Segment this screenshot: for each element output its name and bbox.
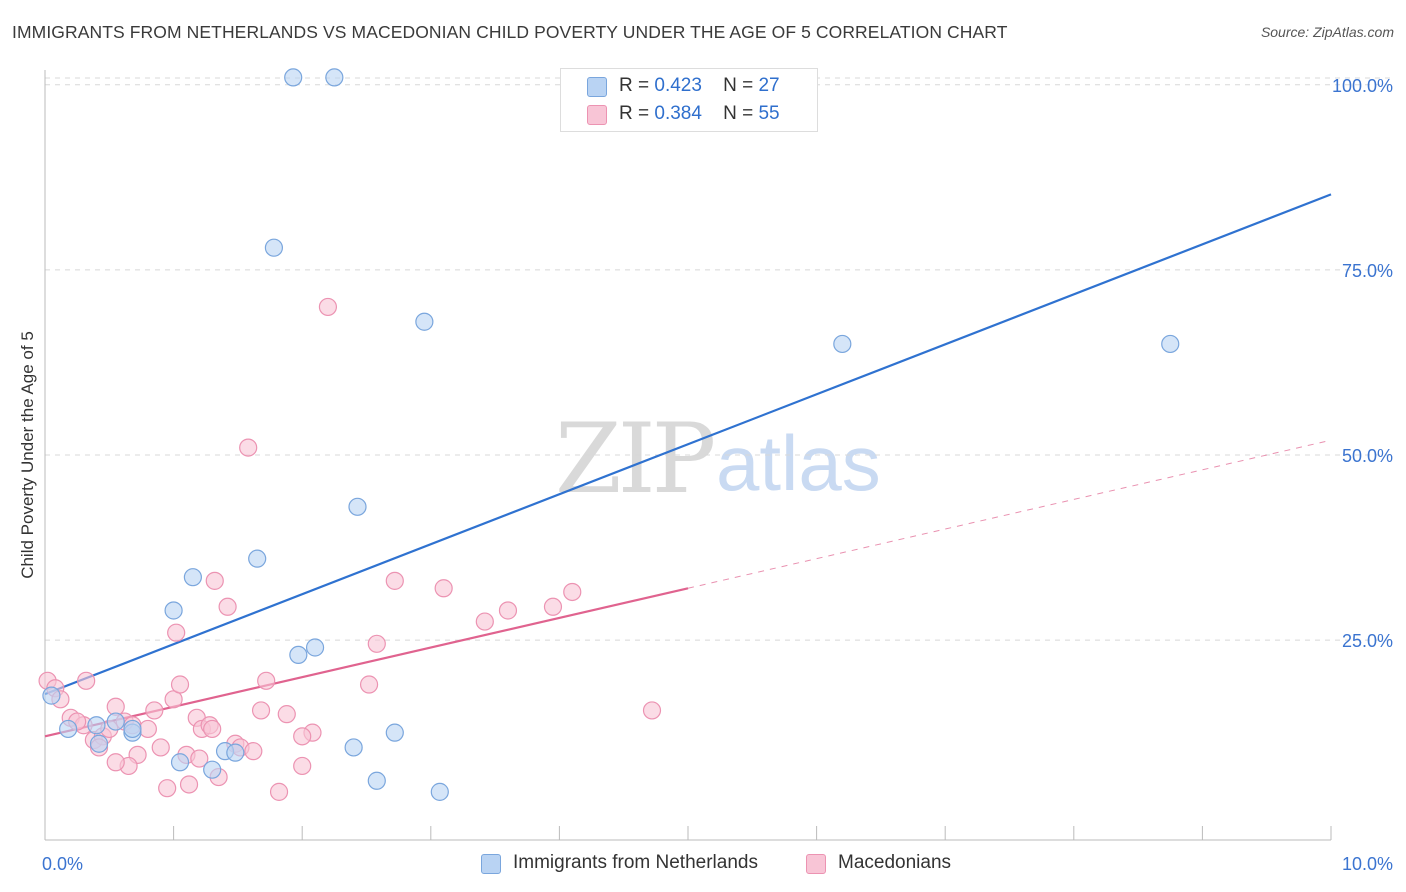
trendline-macedonians [44,587,689,738]
point-netherlands [248,549,267,568]
y-tick-label: 100.0% [1332,76,1393,96]
point-netherlands [164,601,183,620]
point-macedonians [205,571,224,590]
r-value: 0.423 [654,75,702,96]
point-macedonians [359,675,379,694]
point-macedonians [203,719,222,739]
legend-label: Macedonians [838,852,952,873]
point-macedonians [277,705,296,724]
y-tick-label: 75.0% [1342,261,1393,281]
y-axis-label: Child Poverty Under the Age of 5 [18,331,37,579]
point-netherlands [325,68,344,87]
point-netherlands [226,743,245,762]
point-netherlands [348,497,367,516]
point-macedonians [293,756,312,776]
n-value: 55 [758,103,780,124]
point-macedonians [106,753,125,772]
r-value: 0.384 [654,103,702,124]
r-label: R = [619,75,650,96]
watermark-zip: ZIP [555,403,714,515]
legend-swatch-blue [481,854,501,874]
n-label: N = [723,75,754,96]
point-netherlands [415,312,434,331]
n-label: N = [723,103,754,124]
point-netherlands [264,238,284,257]
point-macedonians [367,634,386,653]
point-macedonians [318,297,338,317]
point-macedonians [179,775,199,794]
chart-title: IMMIGRANTS FROM NETHERLANDS VS MACEDONIA… [12,22,1008,42]
point-netherlands [289,645,308,665]
point-netherlands [305,638,325,657]
point-macedonians [170,675,190,694]
point-macedonians [269,782,289,801]
watermark-atlas: atlas [716,419,881,507]
trendline-macedonians-extension [687,439,1332,589]
point-netherlands [89,734,109,753]
point-netherlands [42,686,61,705]
point-netherlands [1161,334,1180,354]
x-tick-label: 10.0% [1342,854,1393,874]
legend-swatch-pink [806,854,826,874]
point-macedonians [498,601,518,620]
legend-swatch-blue [587,77,607,97]
r-label: R = [619,103,650,124]
legend-swatch-pink [587,105,607,125]
point-netherlands [87,716,106,735]
trendline-netherlands [44,193,1332,696]
point-netherlands [367,771,386,790]
point-netherlands [344,738,363,757]
point-macedonians [218,597,237,616]
point-macedonians [151,738,170,757]
y-tick-label: 50.0% [1342,446,1393,466]
point-macedonians [434,579,453,598]
point-macedonians [158,779,177,798]
point-macedonians [563,582,582,602]
point-macedonians [543,597,563,616]
y-tick-label: 25.0% [1342,631,1393,651]
n-value: 27 [758,75,780,96]
point-netherlands [203,760,222,779]
point-netherlands [106,712,125,731]
point-macedonians [190,749,209,768]
point-macedonians [77,671,96,690]
point-macedonians [642,701,662,720]
point-netherlands [430,782,449,801]
point-macedonians [167,623,186,642]
legend-label: Immigrants from Netherlands [513,852,758,873]
point-netherlands [59,719,78,739]
point-netherlands [833,334,852,354]
point-macedonians [239,438,258,457]
point-macedonians [145,701,164,720]
point-macedonians [251,701,271,720]
point-netherlands [385,723,404,742]
point-netherlands [170,753,190,772]
point-macedonians [257,671,276,690]
x-tick-label: 0.0% [42,854,83,874]
point-macedonians [293,727,312,746]
correlation-legend: R = 0.423 N = 27 R = 0.384 N = 55 [560,68,818,132]
source-credit: Source: ZipAtlas.com [1260,24,1394,40]
point-netherlands [123,719,142,739]
point-macedonians [385,571,404,590]
point-netherlands [284,68,303,87]
point-netherlands [183,568,202,587]
series-legend: Immigrants from Netherlands Macedonians [0,852,1406,878]
point-macedonians [475,612,494,631]
point-macedonians [244,742,263,761]
point-macedonians [138,719,157,739]
